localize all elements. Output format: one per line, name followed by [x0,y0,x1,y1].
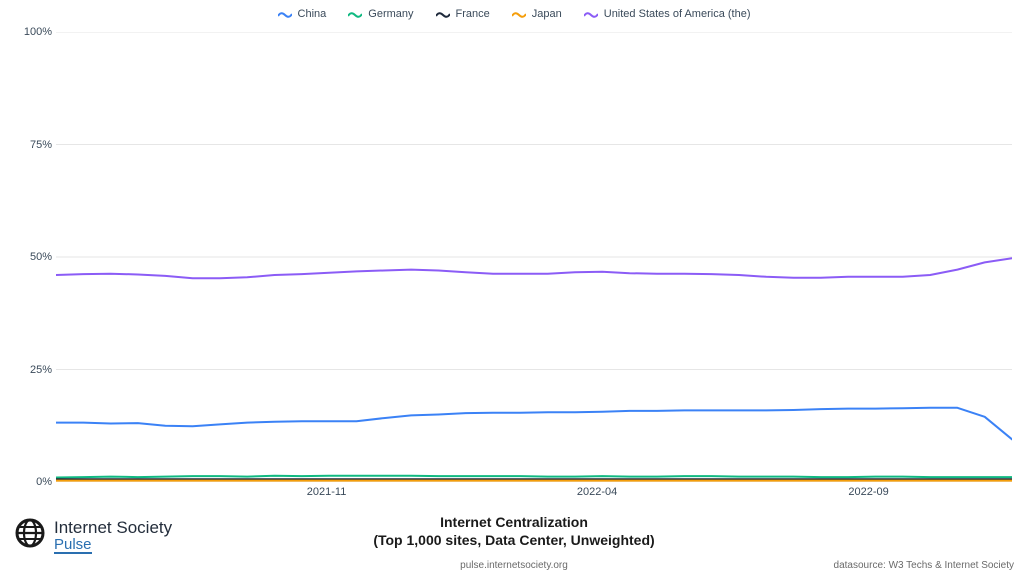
series-line [56,476,1012,478]
legend-item[interactable]: France [436,8,490,20]
legend-item[interactable]: China [278,8,327,20]
legend-label: Germany [368,8,413,20]
chart-legend: China Germany France Japan United States of … [14,8,1014,20]
chart-footer: Internet Society Pulse Internet Centrali… [14,511,1014,573]
datasource-text: datasource: W3 Techs & Internet Society [834,560,1014,571]
x-tick-label: 2022-04 [577,486,617,498]
y-tick-label: 0% [36,476,52,488]
legend-label: United States of America (the) [604,8,751,20]
legend-swatch-icon [436,10,450,18]
y-tick-label: 25% [30,364,52,376]
legend-item[interactable]: United States of America (the) [584,8,751,20]
legend-label: Japan [532,8,562,20]
legend-swatch-icon [278,10,292,18]
series-line [56,258,1012,278]
legend-item[interactable]: Japan [512,8,562,20]
chart-title-line2: (Top 1,000 sites, Data Center, Unweighte… [14,531,1014,549]
legend-swatch-icon [512,10,526,18]
chart-container: China Germany France Japan United States of … [14,8,1014,503]
legend-swatch-icon [584,10,598,18]
legend-label: China [298,8,327,20]
y-tick-label: 100% [24,26,52,38]
series-line [56,408,1012,440]
chart-plot-area [56,32,1012,482]
legend-label: France [456,8,490,20]
chart-title: Internet Centralization (Top 1,000 sites… [14,513,1014,549]
y-tick-label: 50% [30,251,52,263]
legend-swatch-icon [348,10,362,18]
chart-title-line1: Internet Centralization [14,513,1014,531]
x-tick-label: 2021-11 [307,486,347,498]
y-tick-label: 75% [30,139,52,151]
legend-item[interactable]: Germany [348,8,413,20]
x-tick-label: 2022-09 [848,486,888,498]
